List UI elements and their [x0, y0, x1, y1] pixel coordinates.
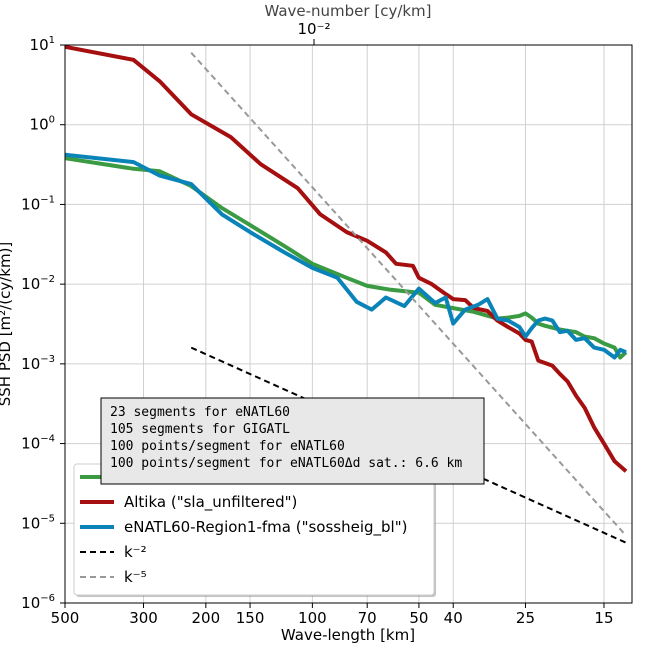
legend: GIGATLAltika ("sla_unfiltered")eNATL60-R… — [73, 463, 436, 597]
annotation-line-3: 100 points/segment for eNATL60Δd sat.: 6… — [110, 456, 462, 471]
top-axis-title: Wave-number [cy/km] — [264, 2, 431, 20]
x-tick-label-8: 25 — [516, 609, 535, 627]
x-tick-label-7: 40 — [444, 609, 463, 627]
top-axis-tick-label: 10⁻² — [297, 20, 330, 38]
y-axis-title: SSH PSD [m²/(cy/km)] — [0, 242, 14, 407]
x-tick-label-5: 70 — [358, 609, 377, 627]
legend-label-3: k⁻² — [124, 543, 147, 561]
series-line-1 — [64, 44, 628, 473]
annotation-line-0: 23 segments for eNATL60 — [110, 405, 290, 420]
annotation-line-1: 105 segments for GIGATL — [110, 422, 290, 437]
x-tick-label-2: 200 — [192, 609, 221, 627]
y-tick-label-7: 10−6 — [21, 593, 55, 612]
x-tick-label-3: 150 — [236, 609, 265, 627]
y-tick-label-0: 101 — [30, 35, 55, 54]
y-tick-label-3: 10−2 — [21, 274, 55, 293]
x-tick-label-4: 100 — [298, 609, 327, 627]
y-tick-label-4: 10−3 — [21, 354, 55, 373]
legend-label-2: eNATL60-Region1-fma ("sossheig_bl") — [124, 518, 407, 537]
series-line-4 — [190, 52, 627, 537]
x-axis-title: Wave-length [km] — [281, 626, 415, 644]
plot-frame — [64, 44, 633, 604]
series-layer — [64, 44, 628, 544]
x-tick-label-9: 15 — [594, 609, 613, 627]
y-tick-label-2: 10−1 — [21, 194, 55, 213]
x-tick-label-1: 300 — [129, 609, 158, 627]
series-line-2 — [64, 152, 627, 360]
annotation-line-2: 100 points/segment for eNATL60 — [110, 439, 345, 454]
x-tick-label-0: 500 — [51, 609, 80, 627]
y-axis-ticks: 101 100 10−1 10−2 10−3 10−4 10−5 10−6 — [21, 35, 65, 612]
x-tick-label-6: 50 — [409, 609, 428, 627]
y-tick-label-1: 100 — [30, 115, 55, 134]
annotation-box: 23 segments for eNATL60 105 segments for … — [100, 397, 485, 485]
annotation-frame — [100, 397, 485, 485]
y-tick-label-5: 10−4 — [21, 434, 55, 453]
series-line-0 — [64, 156, 628, 360]
legend-label-1: Altika ("sla_unfiltered") — [124, 493, 297, 512]
legend-label-4: k⁻⁵ — [124, 568, 147, 586]
x-axis-ticks: 500 300 200 150 100 70 50 40 25 15 — [51, 603, 614, 627]
y-tick-label-6: 10−5 — [21, 513, 55, 532]
